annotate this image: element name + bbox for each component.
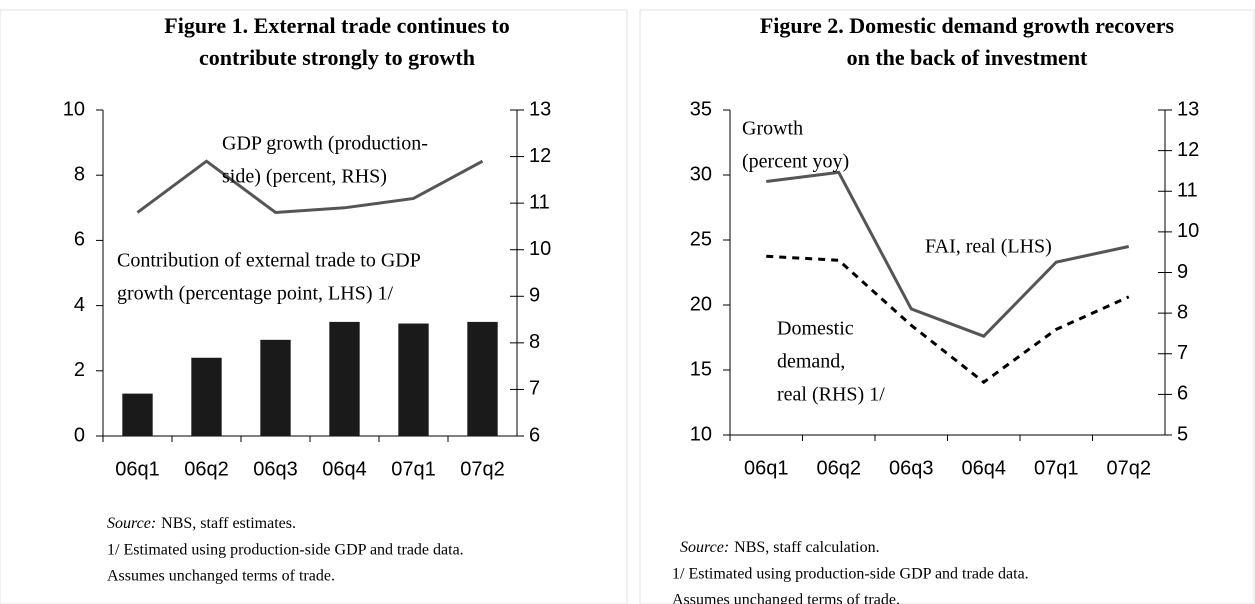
chart-title: Figure 1. External trade continues to <box>164 13 509 38</box>
y-tick-label: 4 <box>74 294 85 316</box>
x-tick-label: 07q2 <box>1107 457 1152 479</box>
panel-border <box>639 9 1255 604</box>
x-tick-label: 06q3 <box>253 458 298 480</box>
y2-tick-label: 12 <box>529 145 551 167</box>
chart-title: on the back of investment <box>847 45 1088 70</box>
y-tick-label: 15 <box>690 358 712 380</box>
chart-title: contribute strongly to growth <box>199 45 475 70</box>
y-tick-label: 0 <box>74 424 85 446</box>
bar <box>329 321 360 436</box>
source-text: NBS, staff estimates. <box>161 515 296 532</box>
y2-tick-label: 8 <box>529 331 540 353</box>
line-series <box>766 254 1130 385</box>
y2-tick-label: 5 <box>1177 423 1188 445</box>
x-tick-label: 07q1 <box>391 458 436 480</box>
bar <box>122 393 153 436</box>
y2-tick-label: 6 <box>1177 383 1188 405</box>
y-tick-label: 20 <box>690 293 712 315</box>
y-tick-label: 10 <box>63 98 85 120</box>
y-tick-label: 35 <box>690 98 712 120</box>
y2-tick-label: 10 <box>529 238 551 260</box>
source: Source: NBS, staff estimates. <box>107 515 296 532</box>
y-tick-label: 10 <box>690 423 712 445</box>
annotation: GDP growth (production- <box>222 133 428 155</box>
source: Source: NBS, staff calculation. <box>680 539 880 556</box>
annotation: growth (percentage point, LHS) 1/ <box>117 283 393 305</box>
x-tick-label: 06q4 <box>962 457 1007 479</box>
y-tick-label: 2 <box>74 359 85 381</box>
source-label: Source: <box>107 515 156 532</box>
annotation: side) (percent, RHS) <box>222 166 387 188</box>
note: Assumes unchanged terms of trade. <box>107 568 335 585</box>
source-text: NBS, staff calculation. <box>734 539 879 556</box>
chart-title: Figure 2. Domestic demand growth recover… <box>760 13 1175 38</box>
annotation: Growth <box>742 118 803 140</box>
x-tick-label: 07q2 <box>460 458 505 480</box>
bar <box>191 357 222 436</box>
annotation: demand, <box>777 351 845 373</box>
x-tick-label: 06q2 <box>184 458 229 480</box>
y2-tick-label: 8 <box>1177 301 1188 323</box>
note: 1/ Estimated using production-side GDP a… <box>672 566 1029 583</box>
bar <box>398 323 429 436</box>
x-tick-label: 07q1 <box>1034 457 1079 479</box>
y2-tick-label: 13 <box>1177 98 1199 120</box>
y-tick-label: 6 <box>74 229 85 251</box>
bar <box>260 339 291 436</box>
x-tick-label: 06q1 <box>115 458 160 480</box>
note: 1/ Estimated using production-side GDP a… <box>107 542 464 559</box>
y2-tick-label: 12 <box>1177 139 1199 161</box>
annotation: Contribution of external trade to GDP <box>117 250 421 272</box>
y2-tick-label: 11 <box>529 191 550 213</box>
y-tick-label: 8 <box>74 163 85 185</box>
y2-tick-label: 10 <box>1177 220 1199 242</box>
source-label: Source: <box>680 539 729 556</box>
y2-tick-label: 6 <box>529 424 540 446</box>
annotation: FAI, real (LHS) <box>925 236 1052 258</box>
y2-tick-label: 13 <box>529 98 551 120</box>
x-tick-label: 06q1 <box>744 457 789 479</box>
y-tick-label: 30 <box>690 163 712 185</box>
x-tick-label: 06q3 <box>889 457 934 479</box>
y2-tick-label: 11 <box>1177 180 1198 202</box>
bar <box>467 321 498 436</box>
y2-tick-label: 7 <box>529 378 540 400</box>
y2-tick-label: 7 <box>1177 342 1188 364</box>
y-tick-label: 25 <box>690 228 712 250</box>
note: Assumes unchanged terms of trade. <box>672 592 900 604</box>
line-series <box>136 159 484 214</box>
x-tick-label: 06q2 <box>817 457 862 479</box>
line-series <box>766 170 1130 338</box>
x-tick-label: 06q4 <box>322 458 367 480</box>
annotation: (percent yoy) <box>742 151 849 173</box>
y2-tick-label: 9 <box>1177 261 1188 283</box>
panel-border <box>0 9 628 604</box>
annotation: real (RHS) 1/ <box>777 384 885 406</box>
y2-tick-label: 9 <box>529 285 540 307</box>
annotation: Domestic <box>777 318 854 340</box>
